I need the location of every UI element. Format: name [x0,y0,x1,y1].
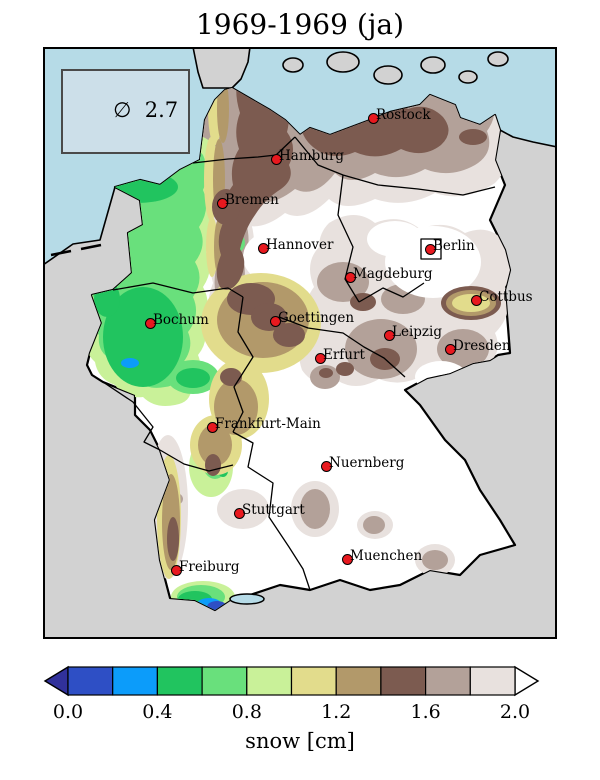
city-marker-rostock [367,112,379,124]
colorbar-segment-8 [425,666,471,696]
colorbar-segment-4 [246,666,293,696]
city-label: Berlin [433,238,475,254]
colorbar-tick: 2.0 [499,701,531,723]
city-label: Hamburg [279,148,345,164]
map-border [43,47,557,639]
city-marker-stuttgart [233,507,245,519]
city-marker-frankfurt-main [206,421,218,433]
mean-stat-box: ∅ 2.7 [61,69,191,154]
city-marker-goettingen [269,315,281,327]
colorbar-tick: 0.4 [142,701,173,723]
city-label: Cottbus [479,289,533,305]
city-marker-cottbus [470,294,482,306]
colorbar-segment-1 [112,666,158,696]
colorbar-tick: 0.8 [231,701,262,723]
figure-title: 1969-1969 (ja) [195,8,405,41]
city-label: Freiburg [179,559,240,575]
colorbar-label: snow [cm] [245,729,355,753]
colorbar-segment-6 [335,666,382,696]
lake-constance [229,593,265,605]
city-label: Nuernberg [329,455,405,471]
danish-islands [282,51,509,85]
city-marker-hannover [257,242,269,254]
map-axes: Rostock Hamburg Bremen Hannover Berlin Magdeb… [43,47,557,639]
city-label: Goettingen [278,310,355,326]
colorbar-segment-7 [380,666,427,696]
land-mass-denmark [192,47,251,89]
city-label: Bochum [153,312,209,328]
city-marker-nuernberg [320,460,332,472]
mean-value: ∅ 2.7 [113,98,179,123]
colorbar-segment-9 [469,666,516,696]
colorbar [43,665,540,697]
city-marker-hamburg [270,153,282,165]
colorbar-segment-5 [290,666,337,696]
wadden-islands [50,243,102,257]
city-label: Frankfurt-Main [215,416,321,432]
colorbar-segment-2 [156,666,203,696]
city-marker-bochum [144,317,156,329]
city-marker-leipzig [383,329,395,341]
colorbar-tick: 0.0 [52,701,84,723]
city-label: Bremen [225,192,279,208]
city-marker-bremen [216,197,228,209]
city-marker-berlin [424,243,436,255]
city-marker-erfurt [314,352,326,364]
city-label: Dresden [453,338,511,354]
colorbar-under-arrow [43,665,69,697]
city-marker-dresden [444,343,456,355]
city-label: Leipzig [392,324,442,340]
city-marker-muenchen [341,553,353,565]
city-label: Hannover [266,237,334,253]
city-label: Magdeburg [353,266,433,282]
city-label: Muenchen [350,548,423,564]
city-label: Erfurt [323,347,365,363]
colorbar-segment-0 [67,666,114,696]
city-marker-freiburg [170,564,182,576]
city-label: Rostock [376,107,431,123]
city-marker-magdeburg [344,271,356,283]
colorbar-ticks: 0.0 0.4 0.8 1.2 1.6 2.0 [43,701,557,723]
colorbar-over-arrow [514,665,540,697]
germany-map [43,47,557,639]
colorbar-segment-3 [201,666,248,696]
state-borders [102,136,496,591]
city-label: Stuttgart [242,502,305,518]
colorbar-tick: 1.2 [321,701,352,723]
colorbar-tick: 1.6 [410,701,441,723]
